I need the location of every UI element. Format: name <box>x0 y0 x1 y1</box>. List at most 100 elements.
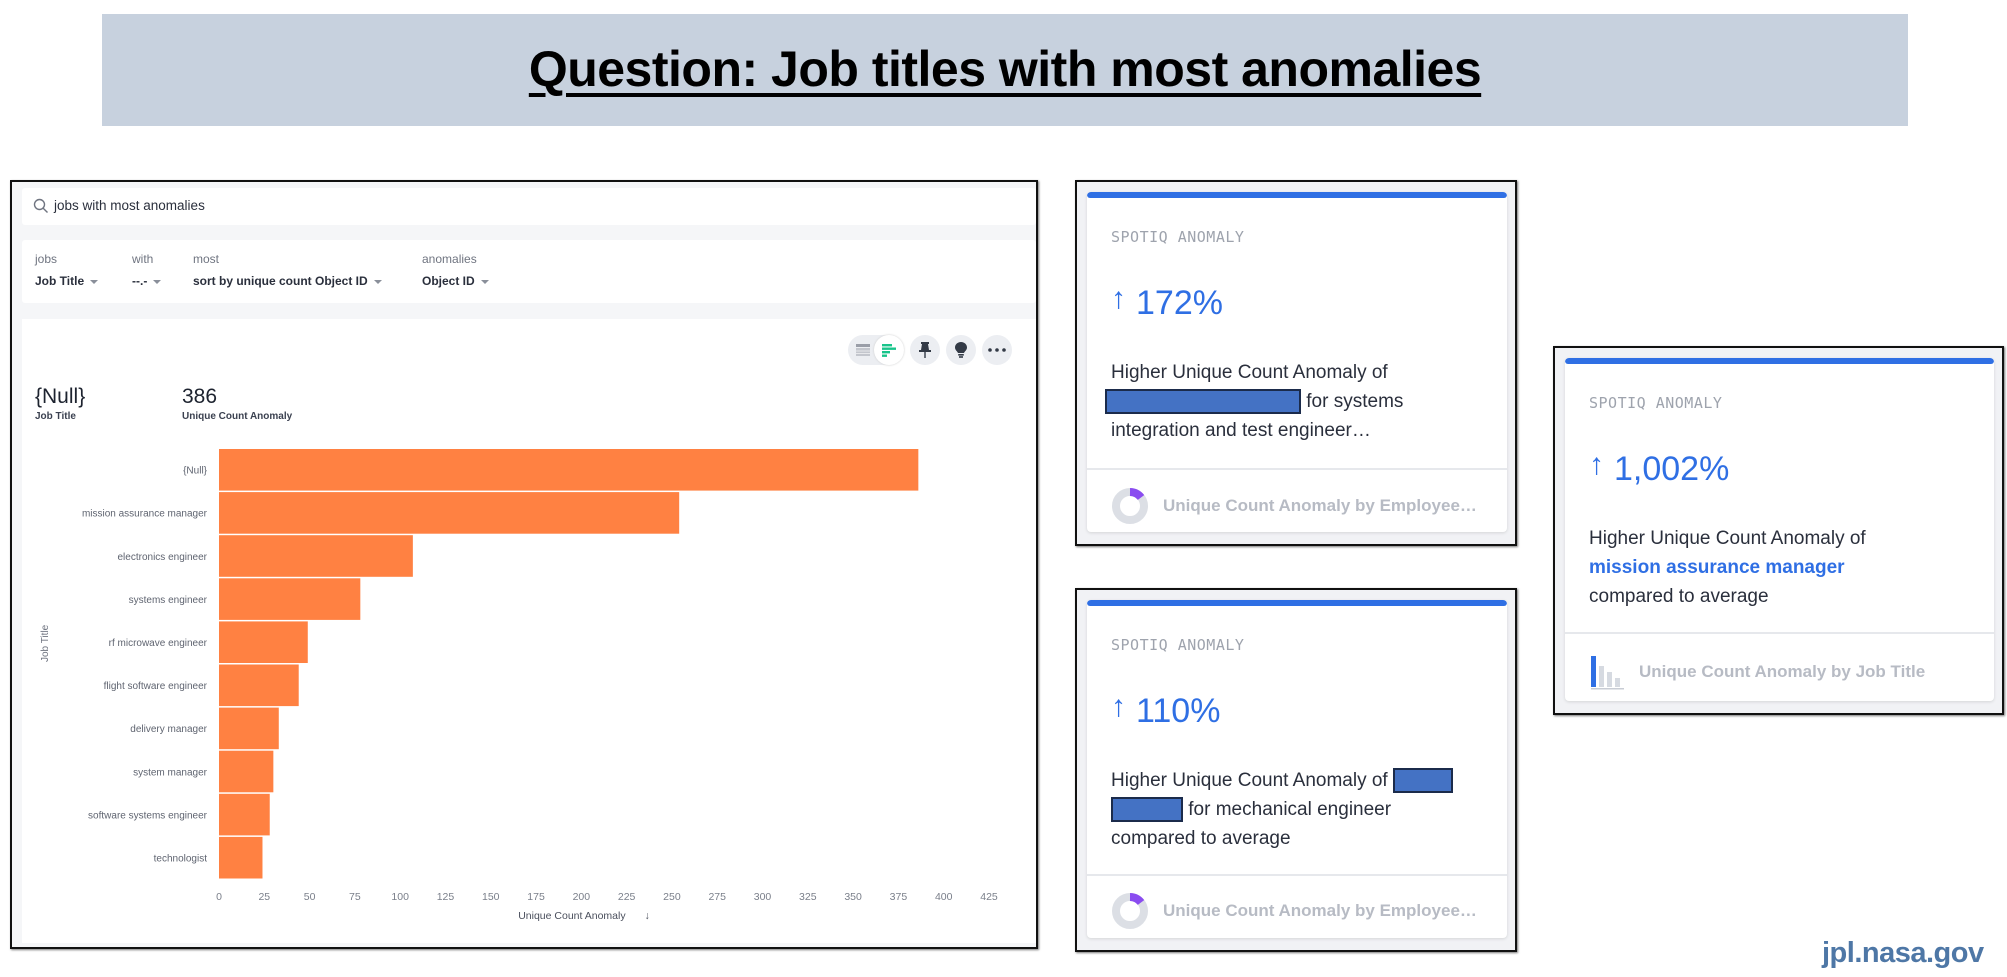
table-view-button[interactable] <box>848 335 878 365</box>
more-options-button[interactable] <box>982 335 1012 365</box>
x-tick-label: 300 <box>754 891 772 903</box>
chevron-down-icon <box>480 279 489 284</box>
table-icon <box>856 344 870 356</box>
card-text-line: integration and test engineer… <box>1111 420 1371 441</box>
x-tick-label: 50 <box>304 891 316 903</box>
y-tick-label: mission assurance manager <box>82 509 208 520</box>
x-tick-label: 0 <box>216 891 222 903</box>
x-tick-label: 175 <box>527 891 545 903</box>
x-tick-label: 100 <box>391 891 409 903</box>
card-accent-bar <box>1087 600 1507 606</box>
filter-value[interactable]: Job Title <box>35 274 99 288</box>
x-tick-label: 425 <box>980 891 998 903</box>
filter-value[interactable]: sort by unique count Object ID <box>193 274 382 288</box>
bar-mission-assurance-manager[interactable] <box>219 492 680 534</box>
card-kicker: SPOTIQ ANOMALY <box>1589 394 1723 412</box>
y-tick-label: {Null} <box>183 466 208 477</box>
kpi-value: {Null} <box>35 385 86 408</box>
more-icon <box>988 348 1006 352</box>
card-divider <box>1087 468 1507 470</box>
card-accent-bar <box>1087 192 1507 198</box>
spotiq-insights-button[interactable] <box>946 335 976 365</box>
bar-electronics-engineer[interactable] <box>219 535 413 577</box>
card-footer[interactable]: Unique Count Anomaly by Employee… <box>1111 487 1477 525</box>
y-tick-label: systems engineer <box>129 595 208 606</box>
filter-with[interactable]: with --.- <box>132 252 162 288</box>
sort-descending-icon[interactable]: ↓ <box>644 910 650 922</box>
percent-value: 1,002% <box>1614 450 1730 488</box>
chart-view-button[interactable] <box>874 335 904 365</box>
card-footer[interactable]: Unique Count Anomaly by Job Title <box>1589 654 1925 690</box>
card-accent-bar <box>1565 358 1994 364</box>
lightbulb-icon <box>955 342 967 358</box>
anomaly-card[interactable]: SPOTIQ ANOMALY ↑ 172% Higher Unique Count… <box>1087 192 1507 532</box>
search-tokens-bar: jobs Job Title with --.- most sort by un… <box>22 240 1036 303</box>
percent-value: 110% <box>1136 692 1221 730</box>
card-text-line: compared to average <box>1589 586 1769 607</box>
bar-software-systems-engineer[interactable] <box>219 793 270 836</box>
bar-systems-engineer[interactable] <box>219 578 361 620</box>
card-kicker: SPOTIQ ANOMALY <box>1111 636 1245 654</box>
bar-system-manager[interactable] <box>219 750 274 793</box>
filter-value[interactable]: --.- <box>132 274 162 288</box>
chevron-down-icon <box>153 279 162 284</box>
question-title: Question: Job titles with most anomalies <box>528 41 1482 97</box>
card-percent: ↑ 110% <box>1111 690 1221 731</box>
kpi-label: Unique Count Anomaly <box>182 411 293 422</box>
x-tick-label: 150 <box>482 891 500 903</box>
bar-technologist[interactable] <box>219 836 263 879</box>
card-footer[interactable]: Unique Count Anomaly by Employee… <box>1111 892 1477 930</box>
bar-delivery-manager[interactable] <box>219 707 279 750</box>
y-tick-label: technologist <box>154 853 208 864</box>
x-tick-label: 250 <box>663 891 681 903</box>
filter-value[interactable]: Object ID <box>422 274 489 288</box>
x-tick-label: 325 <box>799 891 817 903</box>
bar-chart: {Null} mission assurance manager electroni… <box>82 449 998 903</box>
redaction-box <box>1105 389 1301 415</box>
anomaly-card[interactable]: SPOTIQ ANOMALY ↑ 110% Higher Unique Count… <box>1087 600 1507 938</box>
redaction-box <box>1393 768 1453 794</box>
bar-chart-icon <box>1591 656 1624 690</box>
anomaly-card[interactable]: SPOTIQ ANOMALY ↑ 1,002% Higher Unique Cou… <box>1565 358 1994 701</box>
bar-chart-icon <box>882 343 896 357</box>
redaction-box <box>1111 797 1183 823</box>
percent-value: 172% <box>1136 284 1223 322</box>
bar-null[interactable] <box>219 449 919 491</box>
card-text-line: compared to average <box>1111 828 1291 849</box>
card-text-line: Higher Unique Count Anomaly of <box>1111 770 1388 791</box>
card-text-line: Higher Unique Count Anomaly of <box>1111 362 1388 383</box>
x-tick-label: 75 <box>349 891 361 903</box>
x-tick-label: 200 <box>573 891 591 903</box>
card-text-line: for mechanical engineer <box>1188 799 1392 820</box>
card-description: Higher Unique Count Anomaly of for mecha… <box>1111 766 1491 853</box>
highlighted-job-title[interactable]: mission assurance manager <box>1589 557 1845 578</box>
card-percent: ↑ 172% <box>1111 282 1223 323</box>
card-percent: ↑ 1,002% <box>1589 448 1730 489</box>
card-footer-text: Unique Count Anomaly by Job Title <box>1639 662 1926 681</box>
filter-anomalies[interactable]: anomalies Object ID <box>422 252 489 288</box>
search-input[interactable]: jobs with most anomalies <box>54 198 205 213</box>
x-tick-label: 375 <box>890 891 908 903</box>
question-banner: Question: Job titles with most anomalies <box>102 14 1908 126</box>
card-description: Higher Unique Count Anomaly of for syste… <box>1105 358 1491 445</box>
chevron-down-icon <box>90 279 99 284</box>
filter-label: jobs <box>35 252 58 266</box>
bar-flight-software-engineer[interactable] <box>219 664 299 707</box>
filter-jobs[interactable]: jobs Job Title <box>35 252 99 288</box>
card-text-line: Higher Unique Count Anomaly of <box>1589 528 1866 549</box>
arrow-up-icon: ↑ <box>1589 448 1604 481</box>
search-icon <box>33 198 48 213</box>
search-bar[interactable]: jobs with most anomalies <box>22 188 1036 225</box>
chevron-down-icon <box>373 279 382 284</box>
x-tick-label: 350 <box>844 891 862 903</box>
x-tick-label: 225 <box>618 891 636 903</box>
card-divider <box>1565 632 1994 634</box>
x-tick-label: 400 <box>935 891 953 903</box>
pin-button[interactable] <box>910 335 940 365</box>
bar-rf-microwave-engineer[interactable] <box>219 621 308 663</box>
arrow-up-icon: ↑ <box>1111 690 1126 723</box>
y-tick-label: rf microwave engineer <box>109 638 208 649</box>
card-kicker: SPOTIQ ANOMALY <box>1111 228 1245 246</box>
pin-icon <box>919 342 931 358</box>
filter-most[interactable]: most sort by unique count Object ID <box>193 252 382 288</box>
